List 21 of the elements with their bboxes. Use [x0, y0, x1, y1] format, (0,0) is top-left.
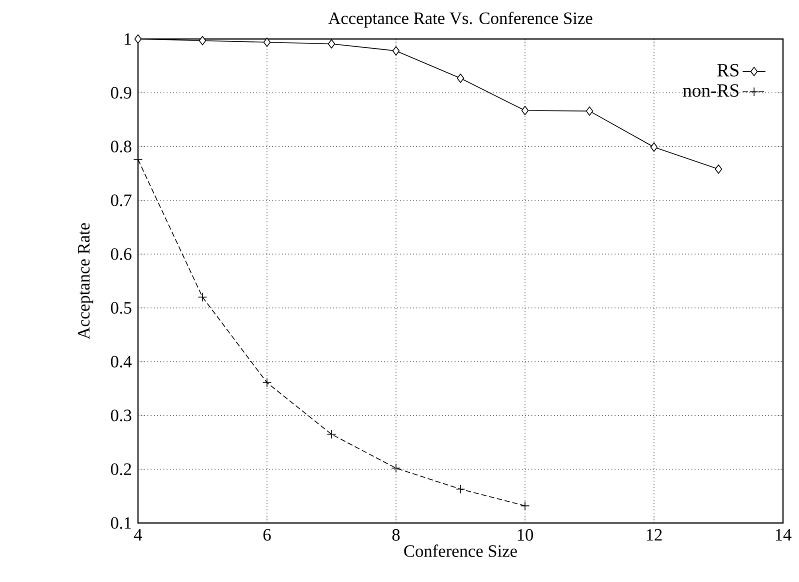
y-tick-label: 1	[124, 33, 131, 45]
y-axis-title: Acceptance Rate	[78, 223, 94, 340]
y-tick-label: 0.3	[110, 410, 132, 422]
legend-label: non-RS	[682, 84, 738, 97]
y-tick-label: 0.8	[110, 140, 132, 152]
y-tick-label: 0.4	[110, 356, 132, 368]
x-tick-label: 14	[776, 529, 792, 540]
chart-title: Acceptance Rate Vs. Conference Size	[328, 12, 592, 28]
y-tick-label: 0.5	[110, 302, 132, 314]
y-tick-label: 0.1	[110, 517, 131, 529]
x-tick-label: 6	[263, 529, 271, 541]
y-tick-label: 0.7	[110, 194, 132, 206]
y-tick-label: 0.6	[110, 248, 132, 260]
y-tick-label: 0.9	[110, 86, 132, 99]
y-tick-label: 0.2	[110, 463, 132, 476]
x-tick-label: 4	[134, 529, 142, 540]
legend-label: RS	[717, 64, 738, 77]
x-tick-label: 12	[646, 529, 662, 541]
x-axis-title: Conference Size	[404, 544, 517, 557]
x-tick-label: 10	[518, 529, 534, 541]
x-tick-label: 8	[392, 529, 400, 541]
